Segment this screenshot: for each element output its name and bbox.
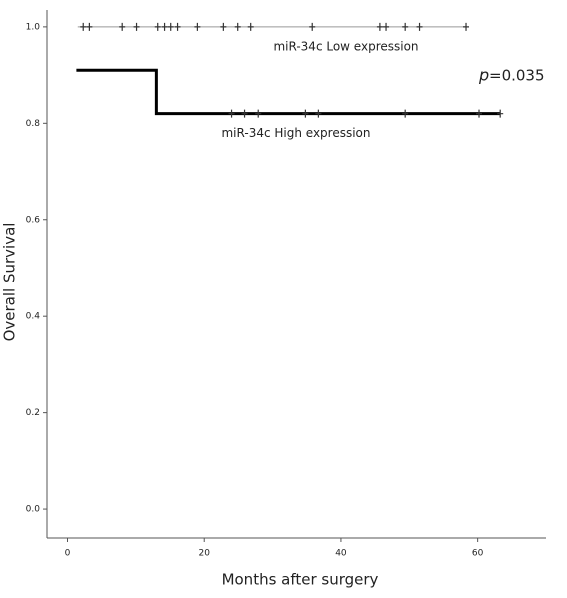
censor-mark <box>402 22 409 31</box>
censor-mark <box>133 22 140 31</box>
censor-mark <box>315 109 322 118</box>
censor-mark <box>119 22 126 31</box>
y-tick-label: 1.0 <box>26 22 41 32</box>
y-axis-label: Overall Survival <box>1 223 19 342</box>
series-label: miR-34c Low expression <box>273 39 418 53</box>
censor-mark <box>476 109 483 118</box>
y-tick-label: 0.0 <box>26 505 41 515</box>
censor-mark <box>86 22 93 31</box>
censor-mark <box>167 22 174 31</box>
x-axis-label: Months after surgery <box>222 571 379 589</box>
x-tick-label: 0 <box>65 549 71 559</box>
x-tick-label: 60 <box>472 549 484 559</box>
censor-mark <box>80 22 87 31</box>
censor-mark <box>174 22 181 31</box>
y-tick-label: 0.4 <box>26 312 41 322</box>
censor-mark <box>234 22 241 31</box>
censor-mark <box>241 109 248 118</box>
censor-mark <box>497 109 504 118</box>
y-tick-label: 0.2 <box>26 408 40 418</box>
y-tick-label: 0.8 <box>26 119 41 129</box>
x-tick-label: 40 <box>335 549 347 559</box>
censor-mark <box>154 22 161 31</box>
censor-mark <box>228 109 235 118</box>
p-value: =0.035 <box>489 67 545 85</box>
x-tick-label: 20 <box>198 549 210 559</box>
series-label: miR-34c High expression <box>221 126 370 140</box>
y-tick-label: 0.6 <box>26 215 41 225</box>
censor-mark <box>194 22 201 31</box>
censor-mark <box>463 22 470 31</box>
censor-mark <box>220 22 227 31</box>
p-symbol: p <box>478 66 489 85</box>
censor-mark <box>302 109 309 118</box>
censor-mark <box>247 22 254 31</box>
censor-mark <box>383 22 390 31</box>
censor-mark <box>161 22 168 31</box>
survival-line <box>76 68 501 116</box>
censor-mark <box>416 22 423 31</box>
censor-mark <box>402 109 409 118</box>
censor-mark <box>309 22 316 31</box>
censor-mark <box>255 109 262 118</box>
censor-mark <box>376 22 383 31</box>
